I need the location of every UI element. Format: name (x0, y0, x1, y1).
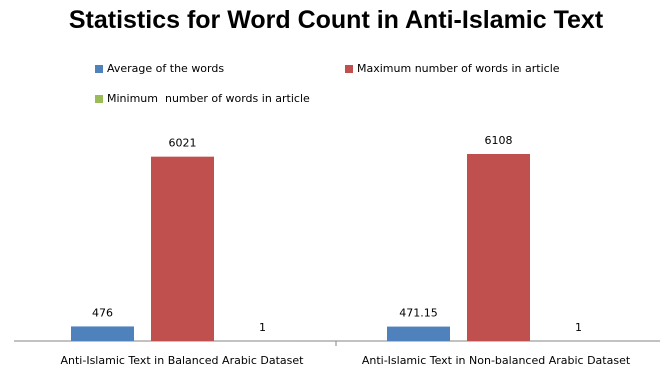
legend-swatch-maximum (345, 64, 353, 73)
legend-item-average: Average of the words (95, 62, 224, 75)
data-label-series-0-cat-1: 471.15 (399, 307, 438, 320)
legend-item-maximum: Maximum number of words in article (345, 62, 560, 75)
bar-series-0-cat-0 (71, 326, 134, 341)
legend-label-average: Average of the words (107, 62, 225, 75)
legend-swatch-average (95, 64, 103, 73)
data-label-series-0-cat-0: 476 (92, 306, 113, 319)
category-label-1: Anti-Islamic Text in Non-balanced Arabic… (362, 354, 631, 367)
bar-series-0-cat-1 (387, 326, 450, 341)
bar-series-1-cat-0 (151, 156, 214, 341)
bar-series-1-cat-1 (467, 154, 530, 341)
legend-item-minimum: Minimum number of words in article (95, 92, 310, 105)
chart-title: Statistics for Word Count in Anti-Islami… (68, 6, 604, 34)
data-label-series-1-cat-0: 6021 (169, 137, 197, 150)
category-label-0: Anti-Islamic Text in Balanced Arabic Dat… (61, 354, 305, 367)
legend-label-minimum: Minimum number of words in article (107, 92, 310, 105)
data-label-series-2-cat-0: 1 (259, 321, 266, 334)
data-label-series-2-cat-1: 1 (575, 321, 582, 334)
legend-swatch-minimum (95, 94, 103, 103)
legend-label-maximum: Maximum number of words in article (357, 62, 560, 75)
data-label-series-1-cat-1: 6108 (485, 134, 513, 147)
